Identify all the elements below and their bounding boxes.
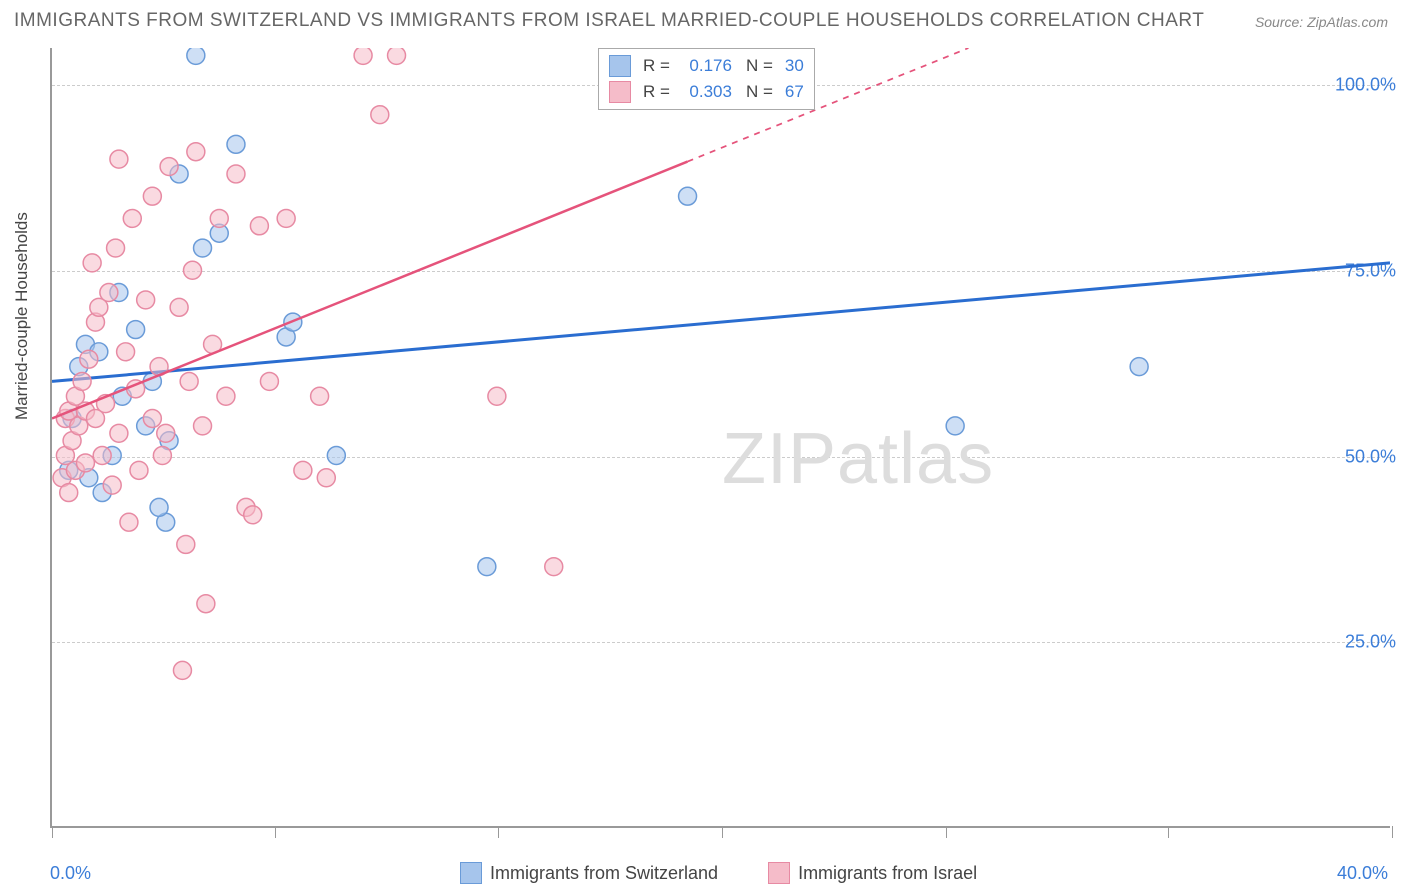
scatter-point [180, 372, 198, 390]
scatter-point [143, 187, 161, 205]
scatter-point [107, 239, 125, 257]
legend-r-label: R = [643, 82, 670, 102]
legend-bottom-label: Immigrants from Israel [798, 863, 977, 884]
scatter-point [173, 661, 191, 679]
scatter-point [184, 261, 202, 279]
scatter-point [327, 447, 345, 465]
scatter-point [217, 387, 235, 405]
chart-plot-area: ZIPatlas [50, 48, 1390, 828]
scatter-point [130, 461, 148, 479]
scatter-point [311, 387, 329, 405]
scatter-point [488, 387, 506, 405]
scatter-point [153, 447, 171, 465]
legend-r-label: R = [643, 56, 670, 76]
scatter-point [294, 461, 312, 479]
x-tick [722, 826, 723, 838]
scatter-point [120, 513, 138, 531]
scatter-point [388, 48, 406, 64]
source-label: Source: ZipAtlas.com [1255, 14, 1388, 30]
scatter-point [93, 447, 111, 465]
scatter-point [143, 409, 161, 427]
scatter-point [197, 595, 215, 613]
x-tick [946, 826, 947, 838]
scatter-point [110, 150, 128, 168]
scatter-point [227, 135, 245, 153]
legend-n-label: N = [746, 56, 773, 76]
scatter-point [946, 417, 964, 435]
legend-bottom-item: Immigrants from Switzerland [460, 862, 718, 884]
legend-correlation-box: R = 0.176 N = 30 R = 0.303 N = 67 [598, 48, 815, 110]
legend-row: R = 0.176 N = 30 [609, 53, 804, 79]
scatter-point [679, 187, 697, 205]
scatter-point [83, 254, 101, 272]
scatter-point [137, 291, 155, 309]
scatter-point [73, 372, 91, 390]
trend-line [52, 263, 1390, 382]
legend-bottom: Immigrants from Switzerland Immigrants fr… [460, 862, 977, 884]
legend-swatch [609, 55, 631, 77]
scatter-point [478, 558, 496, 576]
scatter-point [250, 217, 268, 235]
scatter-point [60, 484, 78, 502]
scatter-point [103, 476, 121, 494]
scatter-point [157, 424, 175, 442]
scatter-point [76, 454, 94, 472]
scatter-point [110, 424, 128, 442]
scatter-point [194, 239, 212, 257]
scatter-point [545, 558, 563, 576]
x-axis-max: 40.0% [1337, 863, 1388, 884]
scatter-point [127, 321, 145, 339]
scatter-point [117, 343, 135, 361]
scatter-point [371, 106, 389, 124]
scatter-point [123, 209, 141, 227]
legend-swatch [460, 862, 482, 884]
scatter-point [177, 535, 195, 553]
x-tick [1168, 826, 1169, 838]
legend-n-value: 30 [785, 56, 804, 76]
legend-swatch [768, 862, 790, 884]
scatter-point [1130, 358, 1148, 376]
y-axis-label: Married-couple Households [12, 212, 32, 420]
scatter-point [150, 498, 168, 516]
scatter-point [187, 143, 205, 161]
scatter-point [244, 506, 262, 524]
legend-bottom-item: Immigrants from Israel [768, 862, 977, 884]
scatter-point [160, 158, 178, 176]
scatter-point [194, 417, 212, 435]
legend-r-value: 0.176 [678, 56, 732, 76]
legend-row: R = 0.303 N = 67 [609, 79, 804, 105]
scatter-point [80, 350, 98, 368]
chart-title: IMMIGRANTS FROM SWITZERLAND VS IMMIGRANT… [14, 10, 1204, 32]
scatter-point [354, 48, 372, 64]
x-tick [275, 826, 276, 838]
legend-n-value: 67 [785, 82, 804, 102]
x-tick [1392, 826, 1393, 838]
scatter-point [100, 284, 118, 302]
scatter-point [227, 165, 245, 183]
x-axis-min: 0.0% [50, 863, 91, 884]
legend-swatch [609, 81, 631, 103]
x-tick [498, 826, 499, 838]
scatter-point [260, 372, 278, 390]
scatter-point [170, 298, 188, 316]
scatter-point [210, 209, 228, 227]
scatter-point [277, 209, 295, 227]
x-tick [52, 826, 53, 838]
scatter-point [187, 48, 205, 64]
legend-bottom-label: Immigrants from Switzerland [490, 863, 718, 884]
scatter-point [317, 469, 335, 487]
legend-r-value: 0.303 [678, 82, 732, 102]
legend-n-label: N = [746, 82, 773, 102]
scatter-svg [52, 48, 1390, 826]
